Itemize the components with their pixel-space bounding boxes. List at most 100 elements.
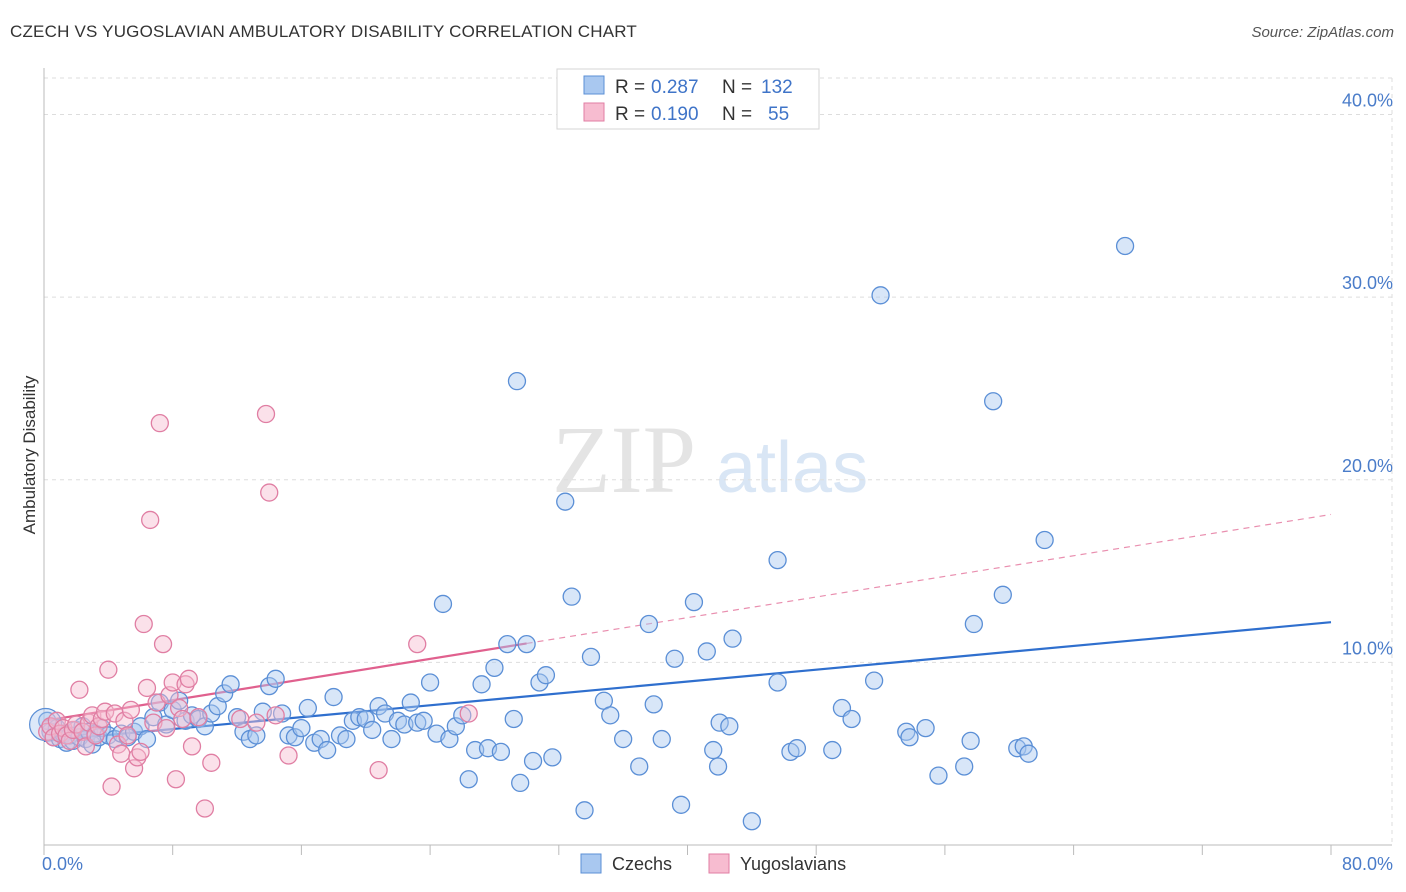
legend-r-label-yugoslavians: R = (615, 104, 645, 125)
czechs-point-93 (601, 706, 620, 725)
czechs-point-108 (742, 812, 761, 831)
yugoslavians-point-32 (141, 510, 160, 530)
czechs-point-78 (485, 658, 504, 678)
czechs-point-112 (787, 739, 807, 758)
yugoslavians-point-25 (118, 726, 137, 745)
czechs-point-74 (459, 770, 478, 789)
watermark-atlas: atlas (716, 428, 868, 508)
czechs-point-101 (684, 592, 704, 612)
czechs-point-43 (260, 676, 279, 696)
czechs-point-85 (530, 673, 549, 692)
czechs-point-52 (317, 740, 337, 760)
yugoslavians-point-7 (60, 731, 79, 751)
czechs-point-117 (871, 286, 890, 305)
legend-n-label-yugoslavians: N = (722, 104, 752, 125)
yugoslavians-point-56 (408, 634, 427, 654)
czechs-point-113 (823, 740, 842, 760)
yugoslavians-point-46 (189, 708, 208, 727)
legend-r-value-czechs: 0.287 (651, 77, 699, 98)
yugoslavians-point-57 (459, 704, 478, 723)
czechs-point-119 (916, 718, 935, 738)
y-tick-label-10: 10.0% (1342, 638, 1393, 658)
yugoslavians-point-24 (115, 711, 134, 730)
trend-lines (43, 513, 1332, 743)
yugoslavians-point-45 (182, 737, 202, 756)
yugoslavians-point-20 (102, 777, 121, 796)
czechs-point-55 (337, 729, 356, 749)
czechs-point-96 (639, 614, 659, 634)
czechs-point-80 (498, 634, 517, 654)
czechs-point-59 (363, 720, 382, 740)
yugoslavians-point-40 (166, 770, 186, 789)
czechs-point-86 (536, 666, 556, 685)
czechs-point-124 (984, 392, 1003, 411)
yugoslavians-point-19 (99, 660, 118, 679)
czechs-point-28 (163, 700, 182, 720)
czechs-point-100 (671, 795, 691, 814)
y-axis-title: Ambulatory Disability (20, 375, 39, 534)
czechs-point-37 (221, 675, 240, 694)
czechs-point-123 (964, 614, 984, 634)
yugoslavians-point-10 (70, 680, 89, 699)
x-tick-label-min: 0.0% (42, 854, 83, 874)
czechs-point-62 (382, 729, 401, 749)
yugoslavians-point-52 (260, 483, 279, 502)
yugoslavians-point-51 (256, 404, 276, 424)
czechs-point-115 (842, 709, 861, 729)
legend-r-value-yugoslavians: 0.190 (651, 104, 699, 125)
czechs-point-66 (408, 713, 427, 732)
czechs-point-125 (993, 585, 1012, 604)
czechs-point-99 (665, 649, 684, 668)
czechs-point-53 (324, 687, 343, 707)
yugoslavians-point-26 (121, 700, 141, 720)
czechs-point-116 (864, 671, 884, 690)
bottom-legend: Czechs Yugoslavians (580, 853, 846, 874)
yugoslavians-point-44 (179, 669, 198, 688)
czechs-point-58 (356, 709, 375, 729)
czechs-point-98 (652, 729, 671, 749)
y-tick-label-40: 40.0% (1342, 91, 1393, 111)
czechs-point-89 (562, 587, 581, 606)
czechs-point-94 (614, 729, 633, 749)
legend-swatch-yugoslavians (583, 102, 605, 122)
yugoslavians-point-49 (231, 709, 250, 729)
yugoslavians-point-55 (369, 760, 388, 780)
legend-n-label-czechs: N = (722, 77, 752, 98)
czechs-point-104 (708, 757, 728, 776)
czechs-point-44 (266, 669, 285, 688)
yugoslavians-point-42 (173, 709, 192, 729)
czechs-point-87 (543, 748, 562, 767)
x-tick-label-max: 80.0% (1342, 854, 1393, 874)
yugoslavians-point-43 (176, 675, 195, 694)
czechs-point-73 (453, 706, 472, 725)
czechs-point-95 (630, 757, 649, 776)
bottom-legend-label-czechs: Czechs (612, 854, 672, 874)
yugoslavians-point-41 (169, 698, 189, 718)
top-legend: R = 0.287 N = 132 R = 0.190 N = 55 (556, 68, 820, 130)
czechs-point-83 (517, 634, 536, 654)
chart-source: Source: ZipAtlas.com (1251, 24, 1394, 41)
axes (43, 68, 1392, 855)
czechs-point-97 (644, 695, 663, 714)
czechs-point-107 (720, 717, 739, 736)
watermark: ZIP atlas (552, 406, 868, 513)
czechs-point-88 (556, 492, 575, 511)
bottom-legend-swatch-yugoslavians (708, 853, 730, 874)
czechs-point-76 (472, 675, 491, 694)
czechs-point-110 (768, 550, 787, 570)
bottom-legend-swatch-czechs (580, 853, 602, 874)
yugoslavians-point-35 (150, 413, 169, 433)
yugoslavians-point-28 (128, 748, 147, 767)
czechs-point-109 (768, 673, 787, 692)
czechs-points (29, 236, 1135, 831)
czechs-trend-line (43, 621, 1332, 743)
czechs-point-128 (1019, 744, 1038, 763)
czechs-point-72 (446, 717, 465, 736)
czechs-point-132 (900, 728, 919, 747)
czechs-point-130 (507, 371, 527, 391)
yugoslavians-trend-line-dashed (526, 513, 1332, 645)
czechs-point-79 (491, 742, 511, 762)
czechs-point-90 (575, 801, 594, 820)
czechs-point-51 (311, 729, 330, 749)
